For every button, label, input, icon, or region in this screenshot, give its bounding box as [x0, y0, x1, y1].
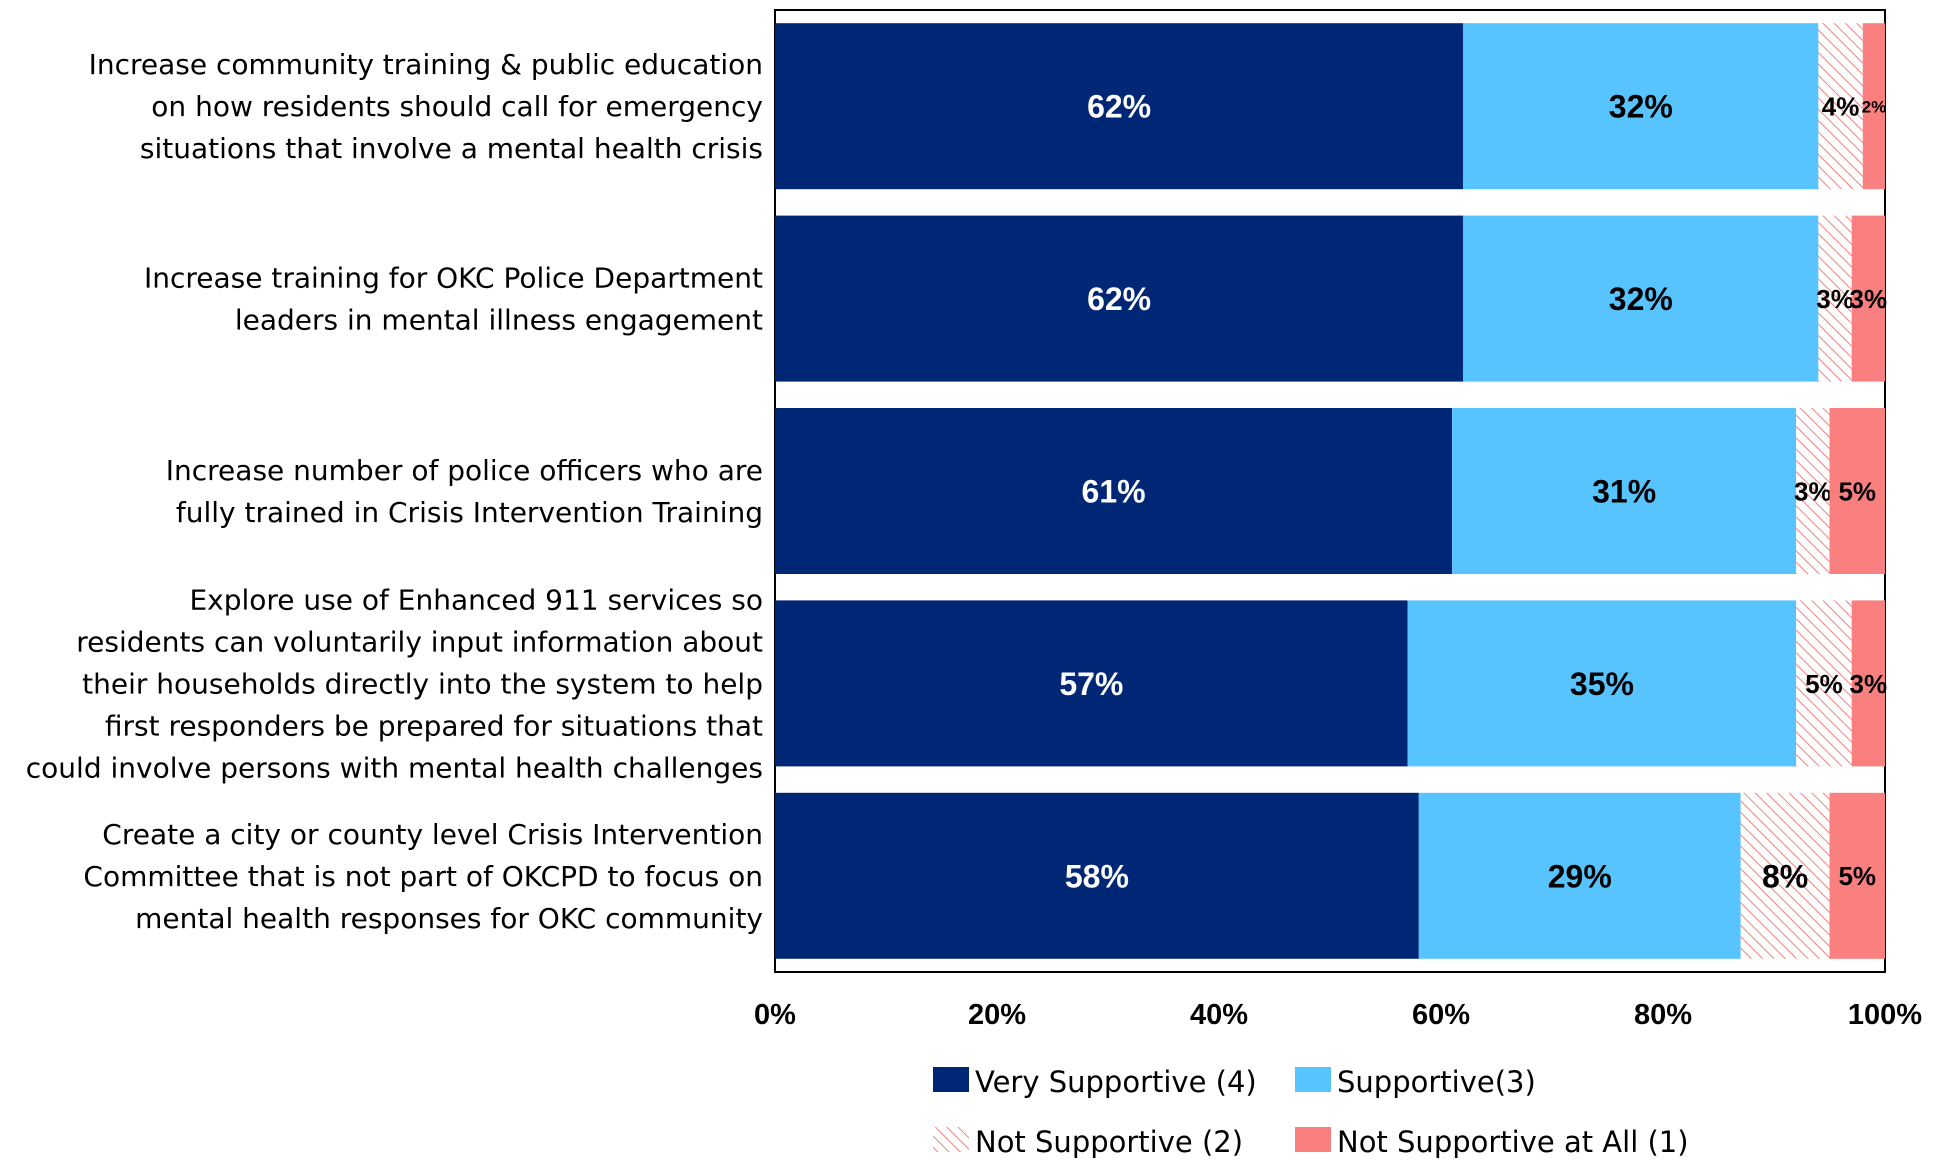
legend-swatch — [933, 1067, 969, 1092]
category-label-line: Explore use of Enhanced 911 services so — [189, 583, 763, 616]
bar-segment — [1829, 408, 1885, 574]
category-label-line: Committee that is not part of OKCPD to f… — [83, 860, 763, 893]
data-label: 32% — [1609, 281, 1673, 317]
bar-segment — [1796, 600, 1852, 767]
data-label: 31% — [1592, 474, 1656, 510]
legend-swatch — [933, 1127, 969, 1152]
bar-segment — [1818, 23, 1863, 190]
bar-segment — [1463, 23, 1819, 190]
x-tick-label: 0% — [754, 999, 796, 1031]
category-label-line: could involve persons with mental health… — [26, 751, 763, 784]
data-label: 5% — [1838, 476, 1876, 506]
category-label-line: first responders be prepared for situati… — [105, 709, 763, 742]
bar-segment — [775, 600, 1408, 767]
bar-segment — [1463, 215, 1819, 382]
legend-swatch — [1295, 1127, 1331, 1152]
data-label: 62% — [1087, 281, 1151, 317]
data-label: 4% — [1822, 92, 1860, 122]
legend-entry: Very Supportive (4) — [975, 1065, 1257, 1099]
category-label-line: their households directly into the syste… — [82, 667, 763, 700]
category-label-line: fully trained in Crisis Intervention Tra… — [176, 496, 763, 529]
category-label-line: residents can voluntarily input informat… — [76, 625, 763, 658]
bar-segment — [775, 792, 1419, 959]
bar-segment — [1740, 792, 1830, 959]
data-label: 5% — [1805, 669, 1843, 699]
category-label: Create a city or county level Crisis Int… — [83, 818, 763, 935]
category-label: Increase community training & public edu… — [89, 48, 763, 165]
bar-segment — [1418, 792, 1741, 959]
category-label-line: mental health responses for OKC communit… — [135, 902, 763, 935]
bar-segment — [1862, 23, 1885, 190]
category-label-line: Create a city or county level Crisis Int… — [102, 818, 763, 851]
data-label: 29% — [1548, 858, 1612, 894]
bar-segment — [1452, 408, 1797, 574]
x-tick-label: 80% — [1634, 999, 1692, 1031]
data-label: 32% — [1609, 89, 1673, 125]
category-label-line: on how residents should call for emergen… — [151, 90, 763, 123]
data-label: 3% — [1850, 284, 1888, 314]
bar-segment — [1407, 600, 1797, 767]
legend-swatch — [1295, 1067, 1331, 1092]
data-label: 8% — [1762, 858, 1808, 894]
legend-entry: Not Supportive at All (1) — [1337, 1125, 1689, 1159]
category-label-line: leaders in mental illness engagement — [235, 304, 763, 337]
bar-segment — [775, 408, 1453, 574]
category-label: Explore use of Enhanced 911 services so r… — [26, 583, 763, 784]
bar-segment — [1851, 215, 1885, 382]
category-label-line: Increase community training & public edu… — [89, 48, 763, 81]
data-label: 2% — [1862, 97, 1887, 116]
bar-segment — [1796, 408, 1830, 574]
data-label: 62% — [1087, 89, 1151, 125]
data-label: 61% — [1082, 474, 1146, 510]
category-label-line: situations that involve a mental health … — [140, 132, 763, 165]
legend-entry: Not Supportive (2) — [975, 1125, 1243, 1159]
category-label-line: Increase number of police officers who a… — [166, 454, 763, 487]
x-tick-label: 20% — [968, 999, 1026, 1031]
bar-segment — [775, 215, 1464, 382]
bar-segment — [1851, 600, 1885, 767]
legend-entry: Supportive(3) — [1337, 1065, 1536, 1099]
x-tick-label: 40% — [1190, 999, 1248, 1031]
category-label-line: Increase training for OKC Police Departm… — [144, 262, 763, 295]
data-label: 5% — [1838, 861, 1876, 891]
data-label: 3% — [1816, 284, 1854, 314]
data-label: 3% — [1794, 476, 1832, 506]
data-label: 3% — [1850, 669, 1888, 699]
category-label: Increase training for OKC Police Departm… — [144, 262, 763, 337]
x-tick-label: 100% — [1848, 999, 1922, 1031]
bar-segment — [775, 23, 1464, 190]
data-label: 58% — [1065, 858, 1129, 894]
data-label: 57% — [1059, 666, 1123, 702]
category-label: Increase number of police officers who a… — [166, 454, 763, 529]
data-label: 35% — [1570, 666, 1634, 702]
bar-segment — [1818, 215, 1852, 382]
bar-segment — [1829, 792, 1885, 959]
x-tick-label: 60% — [1412, 999, 1470, 1031]
